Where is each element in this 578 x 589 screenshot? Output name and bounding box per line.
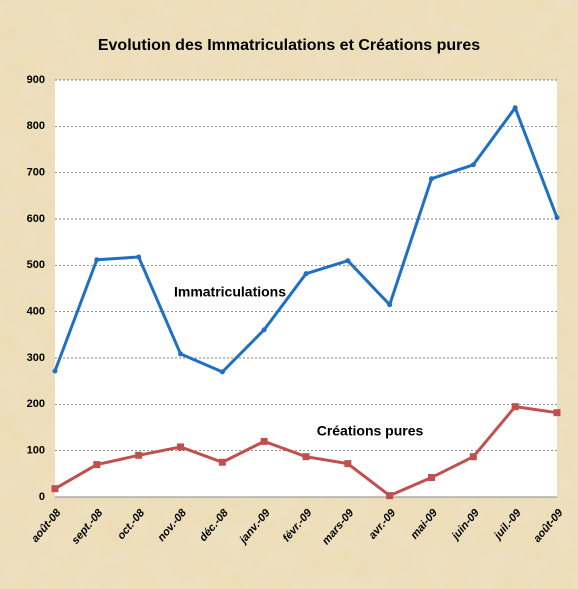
y-tick-label: 600 bbox=[27, 213, 45, 225]
point bbox=[219, 369, 225, 375]
y-tick-label: 900 bbox=[27, 74, 45, 86]
point bbox=[260, 437, 268, 445]
point bbox=[512, 105, 518, 111]
point bbox=[511, 403, 519, 411]
point bbox=[51, 485, 59, 493]
point bbox=[218, 458, 226, 466]
y-tick-label: 0 bbox=[39, 491, 45, 503]
point bbox=[302, 453, 310, 461]
point bbox=[52, 368, 58, 374]
y-tick-label: 400 bbox=[27, 306, 45, 318]
point bbox=[469, 453, 477, 461]
point bbox=[136, 254, 142, 260]
point bbox=[345, 258, 351, 264]
point bbox=[303, 271, 309, 277]
chart-title: Evolution des Immatriculations et Créati… bbox=[98, 37, 480, 54]
y-tick-label: 500 bbox=[27, 259, 45, 271]
point bbox=[554, 215, 560, 221]
point bbox=[553, 409, 561, 417]
series-label: Créations pures bbox=[317, 423, 424, 439]
point bbox=[261, 327, 267, 333]
point bbox=[344, 460, 352, 468]
series-label: Immatriculations bbox=[174, 284, 286, 300]
y-tick-label: 100 bbox=[27, 445, 45, 457]
point bbox=[429, 176, 434, 182]
y-tick-label: 700 bbox=[27, 167, 45, 179]
point bbox=[178, 351, 183, 357]
y-tick-label: 200 bbox=[27, 398, 45, 410]
y-tick-label: 300 bbox=[27, 352, 45, 364]
point bbox=[470, 162, 476, 168]
point bbox=[94, 257, 100, 263]
point bbox=[177, 443, 184, 451]
point bbox=[135, 451, 143, 459]
plot-area bbox=[55, 80, 557, 497]
point bbox=[387, 302, 393, 308]
y-tick-label: 800 bbox=[27, 120, 45, 132]
point bbox=[386, 492, 394, 500]
point bbox=[93, 461, 101, 469]
point bbox=[428, 474, 435, 482]
